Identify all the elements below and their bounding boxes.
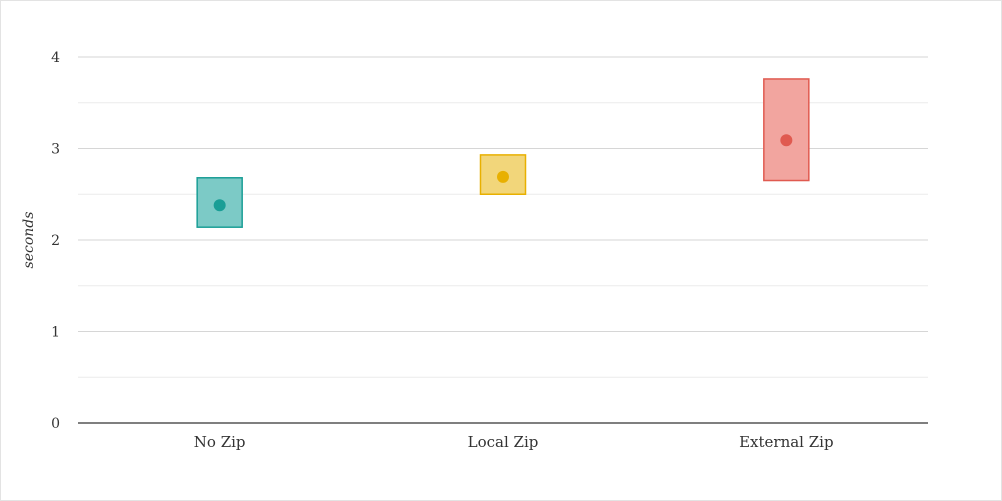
x-category-label: Local Zip: [468, 433, 539, 451]
x-category-label: External Zip: [739, 433, 833, 451]
y-tick-label: 4: [51, 50, 60, 66]
y-tick-label: 2: [51, 233, 60, 249]
mean-points: [213, 134, 793, 212]
mean-point: [497, 170, 509, 183]
mean-point: [780, 134, 793, 147]
mean-point: [213, 199, 226, 212]
range-box: [763, 78, 810, 182]
x-category-label: No Zip: [194, 433, 246, 451]
y-tick-label: 0: [51, 416, 60, 432]
x-axis-categories: No Zip Local Zip External Zip: [194, 433, 834, 451]
y-axis-title: seconds: [21, 212, 37, 269]
y-axis-ticks: 0 1 2 3 4: [51, 50, 60, 432]
range-box: [479, 154, 527, 195]
y-tick-label: 1: [51, 325, 60, 341]
y-tick-label: 3: [51, 142, 60, 158]
range-boxes: [196, 78, 810, 228]
